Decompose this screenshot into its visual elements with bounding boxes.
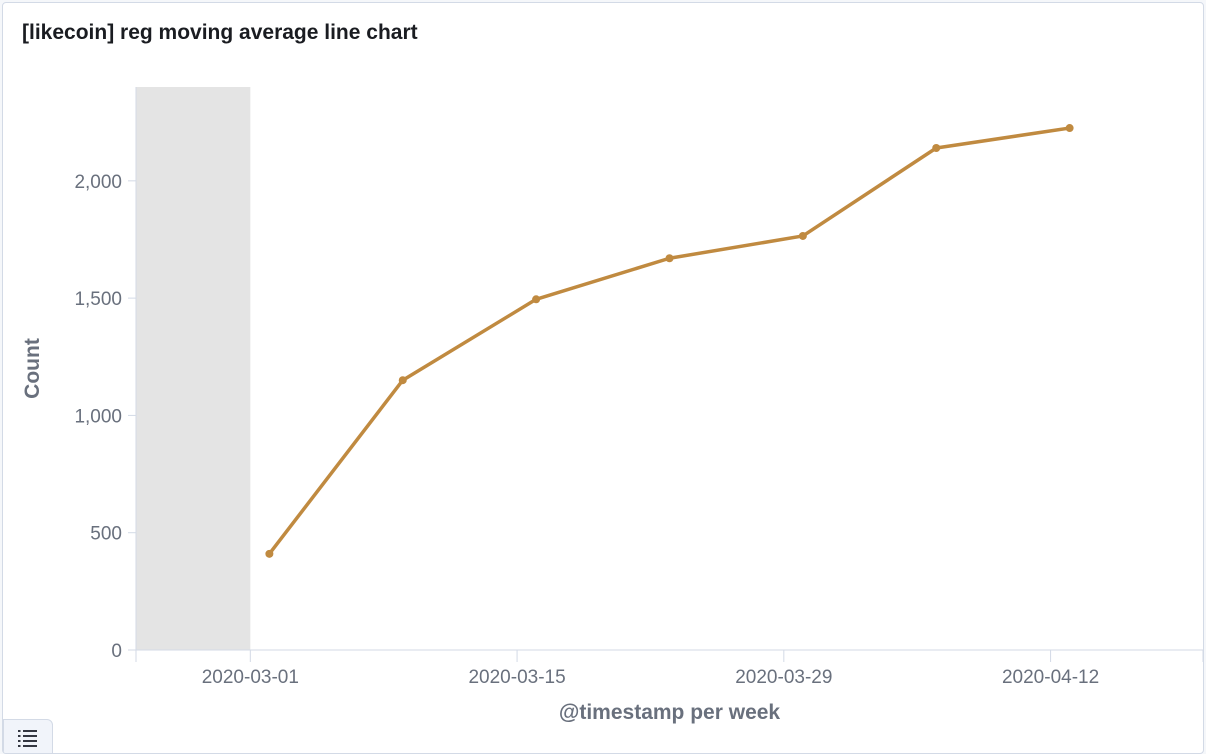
- x-tick-label: 2020-03-29: [735, 667, 832, 688]
- panel-title: [likecoin] reg moving average line chart: [22, 21, 418, 44]
- x-tick-label: 2020-03-01: [202, 667, 299, 688]
- data-point[interactable]: [932, 143, 941, 152]
- legend-toggle-button[interactable]: [3, 719, 53, 753]
- x-axis-title: @timestamp per week: [559, 701, 781, 724]
- data-point[interactable]: [1065, 124, 1074, 133]
- y-tick-label: 1,500: [74, 289, 122, 310]
- data-point[interactable]: [265, 549, 274, 558]
- series-group: [265, 124, 1074, 558]
- data-point[interactable]: [532, 295, 541, 304]
- y-axis-title: Count: [21, 338, 44, 399]
- y-tick-label: 2,000: [74, 172, 122, 193]
- out-of-range-shade: [136, 87, 251, 650]
- list-icon: [18, 730, 37, 747]
- y-axis-ticks: 0 500 1,000 1,500 2,000: [74, 172, 136, 662]
- y-tick-label: 1,000: [74, 406, 122, 427]
- line-chart: 0 500 1,000 1,500 2,000 2020-03-01 2020-03-15…: [21, 87, 1203, 724]
- data-point[interactable]: [398, 376, 407, 385]
- data-point[interactable]: [798, 231, 807, 240]
- x-tick-label: 2020-03-15: [468, 667, 565, 688]
- y-tick-label: 500: [90, 524, 122, 545]
- series-line: [267, 126, 1070, 555]
- x-tick-label: 2020-04-12: [1002, 667, 1099, 688]
- x-axis-ticks: 2020-03-01 2020-03-15 2020-03-29 2020-04-12: [135, 650, 1203, 688]
- data-point[interactable]: [665, 254, 674, 263]
- y-tick-label: 0: [111, 641, 122, 662]
